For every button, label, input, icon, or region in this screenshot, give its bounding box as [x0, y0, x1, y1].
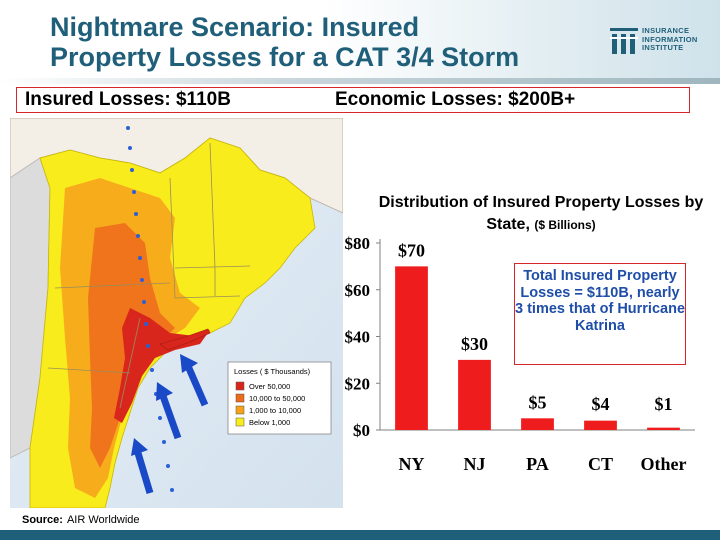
map-state-borders	[47, 142, 251, 409]
data-label: $70	[398, 240, 425, 260]
bar	[458, 359, 491, 430]
legend-swatch	[235, 417, 245, 427]
x-tick-label: PA	[526, 454, 549, 474]
arrow-icon	[131, 438, 154, 495]
y-tick-label: $20	[345, 374, 371, 393]
legend-title: Losses ( $ Thousands)	[234, 367, 311, 376]
bar-chart: $0 $20 $40 $60 $80 $70 NY $30 NJ $5 PA $4 CT $1 Other	[345, 234, 695, 474]
source-text: AIR Worldwide	[66, 514, 140, 526]
map-long-island	[159, 328, 211, 351]
y-tick-label: $40	[345, 328, 371, 347]
data-label: $4	[592, 394, 610, 414]
footer-bar	[0, 530, 720, 540]
y-tick-label: $0	[353, 421, 370, 440]
data-label: $1	[655, 394, 673, 414]
loss-summary-box: Insured Losses: $110B Economic Losses: $…	[16, 87, 690, 113]
source-label: Source:	[22, 514, 63, 526]
iii-logo-text: INSURANCE INFORMATION INSTITUTE	[642, 26, 698, 52]
title-line-2: Property Losses for a CAT 3/4 Storm	[50, 42, 520, 72]
x-tick-label: Other	[641, 454, 687, 474]
arrow-icon	[156, 382, 182, 440]
chart-title: Distribution of Insured Property Losses …	[376, 192, 706, 236]
legend-label: 10,000 to 50,000	[249, 394, 305, 403]
x-tick-label: NJ	[464, 454, 486, 474]
y-tick-label: $60	[345, 281, 371, 300]
callout-box: Total Insured Property Losses = $110B, n…	[514, 263, 686, 365]
legend-label: Below 1,000	[249, 418, 290, 427]
legend-label: 1,000 to 10,000	[249, 406, 301, 415]
bar	[584, 420, 617, 430]
arrow-icon	[180, 354, 209, 407]
legend-swatch	[235, 381, 245, 391]
data-label: $5	[529, 392, 547, 412]
insured-losses-text: Insured Losses: $110B	[25, 89, 231, 110]
iii-logo: INSURANCE INFORMATION INSTITUTE	[610, 26, 710, 62]
page-title: Nightmare Scenario: Insured Property Los…	[50, 12, 519, 72]
legend-swatch	[235, 393, 245, 403]
header-rule	[0, 78, 720, 84]
legend-swatch	[235, 405, 245, 415]
chart-title-main: Distribution of Insured Property Losses …	[378, 194, 704, 233]
header-band	[0, 0, 720, 78]
source-note: Source: AIR Worldwide	[22, 514, 140, 526]
chart-title-unit: ($ Billions)	[534, 218, 596, 232]
economic-losses-text: Economic Losses: $200B+	[335, 89, 576, 110]
x-tick-label: NY	[399, 454, 425, 474]
iii-logo-icon	[610, 28, 638, 54]
bar	[521, 418, 554, 430]
x-tick-label: CT	[588, 454, 613, 474]
legend-label: Over 50,000	[249, 382, 290, 391]
title-line-1: Nightmare Scenario: Insured	[50, 12, 420, 42]
bar	[395, 266, 428, 430]
data-label: $30	[461, 334, 488, 354]
y-tick-label: $80	[345, 234, 371, 253]
bar	[647, 427, 680, 430]
loss-map: Losses ( $ Thousands) Over 50,000 10,000 …	[10, 118, 343, 508]
map-arrows	[131, 354, 209, 495]
map-legend: Losses ( $ Thousands) Over 50,000 10,000 …	[227, 361, 332, 435]
